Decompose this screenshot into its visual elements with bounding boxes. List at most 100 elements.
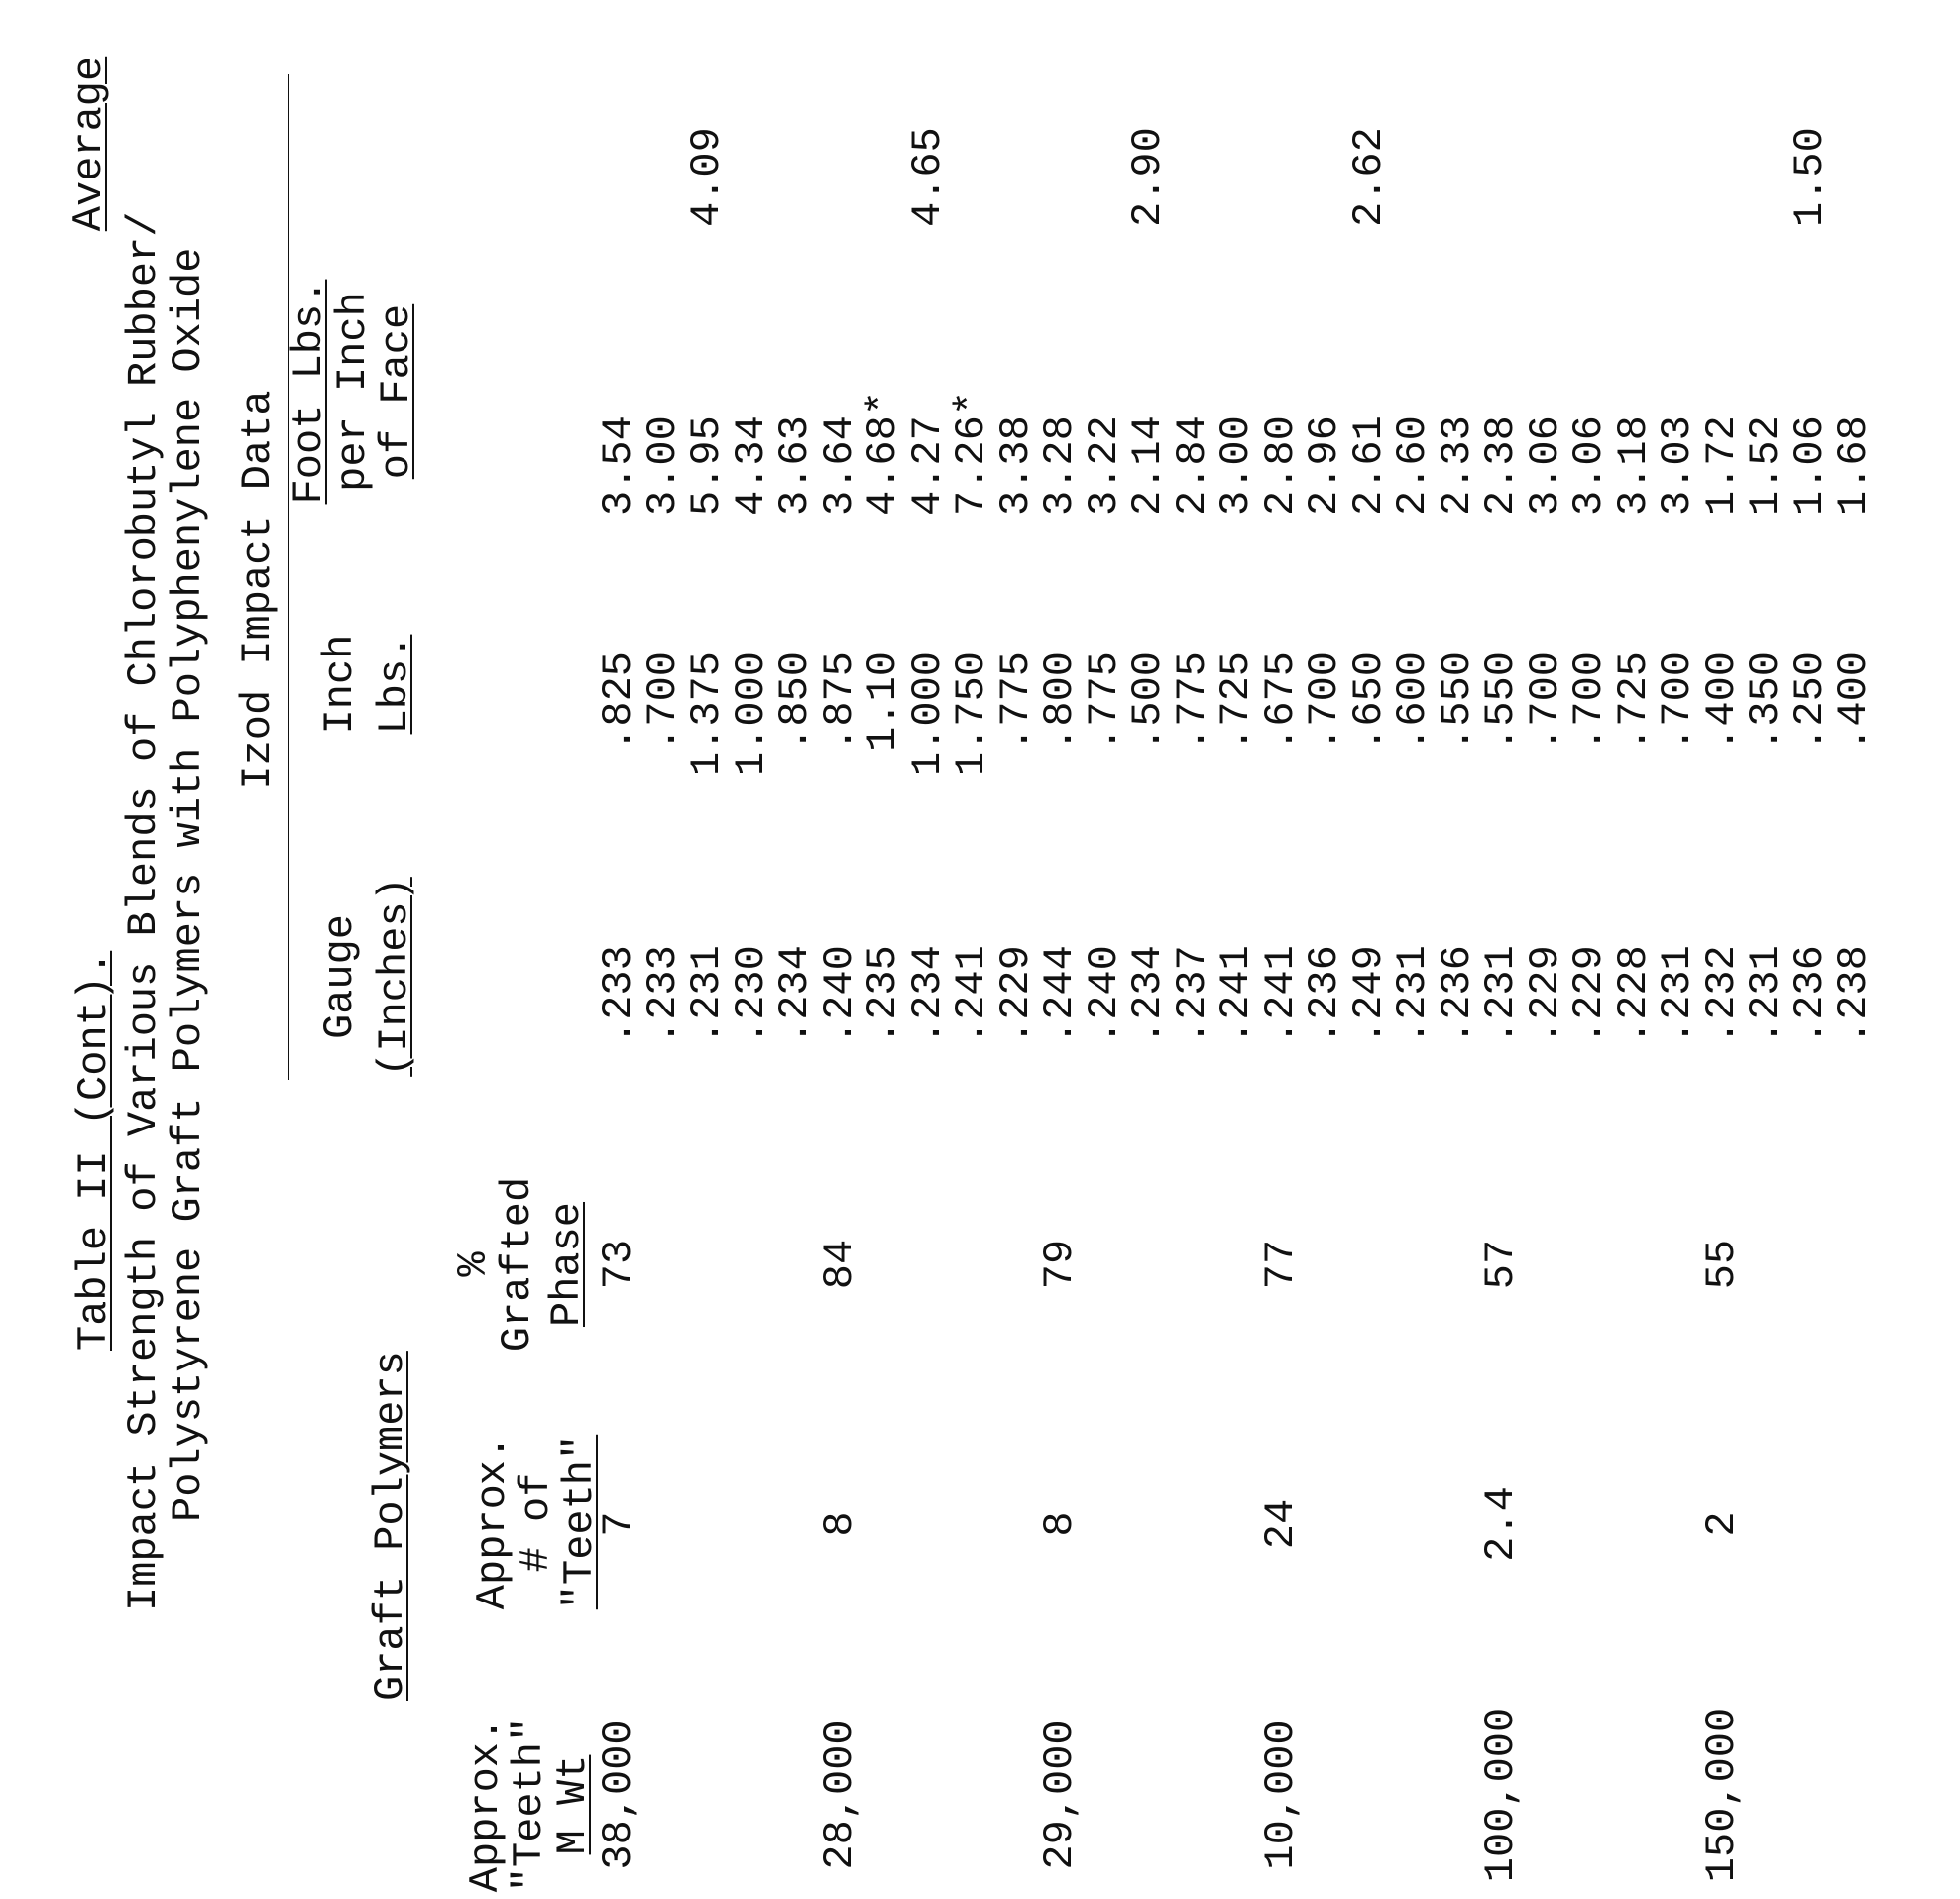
inch-lbs-cell: .675: [1259, 652, 1303, 907]
mwt-header-line1: Approx.: [464, 1711, 508, 1899]
table-row: .2311.3755.954.09: [685, 0, 729, 1899]
grafted-header-line2: Grafted: [496, 1170, 539, 1359]
foot-lbs-cell: 2.60: [1391, 415, 1435, 516]
gauge-cell: .241: [1259, 945, 1303, 1045]
foot-lbs-cell: 4.27: [906, 415, 950, 516]
foot-lbs-cell: 1.06: [1788, 415, 1832, 516]
gauge-cell: .233: [641, 945, 685, 1045]
table-title-line1: Impact Strength of Various Blends of Chl…: [122, 212, 166, 1611]
gauge-cell: .240: [1083, 945, 1126, 1045]
inch-lbs-cell: .600: [1391, 652, 1435, 907]
grafted-cell: 77: [1259, 1165, 1303, 1364]
foot-lbs-cell: 3.63: [773, 415, 817, 516]
table-row: .233 .700 3.00: [641, 0, 685, 1899]
inch-lbs-cell: .700: [1303, 652, 1346, 907]
gauge-cell: .229: [1567, 945, 1611, 1045]
inch-lbs-cell: .700: [641, 652, 685, 907]
izod-header: Izod Impact Data: [236, 352, 280, 828]
foot-lbs-cell: 3.06: [1524, 415, 1567, 516]
table-row: .238.4001.68: [1832, 0, 1876, 1899]
table-row: 100,0002.457.231.5502.38: [1479, 0, 1523, 1899]
table-label: Table II (Cont).: [72, 954, 116, 1351]
foot-lbs-cell: 3.28: [1038, 415, 1082, 516]
gauge-cell: .230: [730, 945, 773, 1045]
table-row: .249.6502.612.62: [1347, 0, 1391, 1899]
table-row: .234 .850 3.63: [773, 0, 817, 1899]
average-cell: 1.50: [1788, 127, 1832, 227]
inch-lbs-cell: .800: [1038, 652, 1082, 907]
foot-lbs-cell: 3.18: [1612, 415, 1656, 516]
average-cell: 2.62: [1347, 127, 1391, 227]
inch-lbs-cell: .700: [1524, 652, 1567, 907]
mwt-header-line3: M Wt: [551, 1711, 595, 1899]
foot-lbs-cell: 1.72: [1700, 415, 1744, 516]
inch-lbs-cell: .700: [1567, 652, 1611, 907]
mwt-cell: 10,000: [1259, 1691, 1303, 1899]
foot-lbs-cell: 2.14: [1126, 415, 1170, 516]
table-row: .241 .725 3.00: [1214, 0, 1258, 1899]
table-row: .229.7753.38: [994, 0, 1038, 1899]
foot-lbs-header-line3: of Face: [375, 273, 418, 511]
teeth-cell: 2.4: [1479, 1425, 1523, 1623]
gauge-cell: .231: [1479, 945, 1523, 1045]
table-row: .236.7002.96: [1303, 0, 1346, 1899]
inch-lbs-cell: .350: [1744, 652, 1787, 907]
gauge-cell: .237: [1171, 945, 1214, 1045]
foot-lbs-cell: 2.80: [1259, 415, 1303, 516]
teeth-cell: 24: [1259, 1425, 1303, 1623]
foot-lbs-cell: 3.00: [641, 415, 685, 516]
gauge-cell: .231: [1656, 945, 1699, 1045]
average-cell: 4.65: [906, 127, 950, 227]
table-row: .231.7003.03: [1656, 0, 1699, 1899]
gauge-cell: .241: [950, 945, 993, 1045]
gauge-cell: .231: [1391, 945, 1435, 1045]
foot-lbs-cell: 4.34: [730, 415, 773, 516]
mwt-cell: 29,000: [1038, 1691, 1082, 1899]
table-row: .229.7003.06: [1567, 0, 1611, 1899]
foot-lbs-cell: 2.38: [1479, 415, 1523, 516]
teeth-cell: 2: [1700, 1425, 1744, 1623]
inch-lbs-header-line2: Lbs.: [373, 590, 416, 778]
inch-lbs-cell: .400: [1700, 652, 1744, 907]
gauge-cell: .241: [1214, 945, 1258, 1045]
table-row: 38,000773.233.8253.54: [597, 0, 640, 1899]
inch-lbs-cell: .700: [1656, 652, 1699, 907]
gauge-cell: .236: [1788, 945, 1832, 1045]
gauge-cell: .228: [1612, 945, 1656, 1045]
mwt-cell: 150,000: [1700, 1691, 1744, 1899]
foot-lbs-cell: 3.64: [818, 415, 862, 516]
foot-lbs-header-line1: Foot Lbs.: [288, 273, 331, 511]
gauge-header-line1: Gauge: [318, 848, 362, 1106]
table-row: 10,000 24 77 .241 .675 2.80: [1259, 0, 1303, 1899]
inch-lbs-cell: .850: [773, 652, 817, 907]
inch-lbs-header-line1: Inch: [318, 590, 362, 778]
grafted-cell: 79: [1038, 1165, 1082, 1364]
mwt-header-line2: "Teeth": [508, 1711, 551, 1899]
mwt-cell: 38,000: [597, 1691, 640, 1899]
table-row: .237.7752.84: [1171, 0, 1214, 1899]
inch-lbs-cell: .400: [1832, 652, 1876, 907]
mwt-cell: 28,000: [818, 1691, 862, 1899]
table-row: .228.7253.18: [1612, 0, 1656, 1899]
foot-lbs-cell: 3.00: [1214, 415, 1258, 516]
table-row: .231 .600 2.60: [1391, 0, 1435, 1899]
teeth-cell: 7: [597, 1425, 640, 1623]
foot-lbs-cell: 1.68: [1832, 415, 1876, 516]
inch-lbs-cell: .725: [1214, 652, 1258, 907]
gauge-cell: .229: [1524, 945, 1567, 1045]
inch-lbs-cell: .775: [1171, 652, 1214, 907]
inch-lbs-cell: .250: [1788, 652, 1832, 907]
table-row: .2301.0004.34: [730, 0, 773, 1899]
foot-lbs-cell: 1.52: [1744, 415, 1787, 516]
gauge-cell: .232: [1700, 945, 1744, 1045]
table-row: .240.7753.22: [1083, 0, 1126, 1899]
gauge-cell: .234: [773, 945, 817, 1045]
foot-lbs-cell: 3.54: [597, 415, 640, 516]
inch-lbs-cell: .775: [1083, 652, 1126, 907]
grafted-cell: 73: [597, 1165, 640, 1364]
table-row: .236.5502.33: [1436, 0, 1479, 1899]
inch-lbs-cell: .500: [1126, 652, 1170, 907]
inch-lbs-cell: .550: [1436, 652, 1479, 907]
gauge-cell: .249: [1347, 945, 1391, 1045]
